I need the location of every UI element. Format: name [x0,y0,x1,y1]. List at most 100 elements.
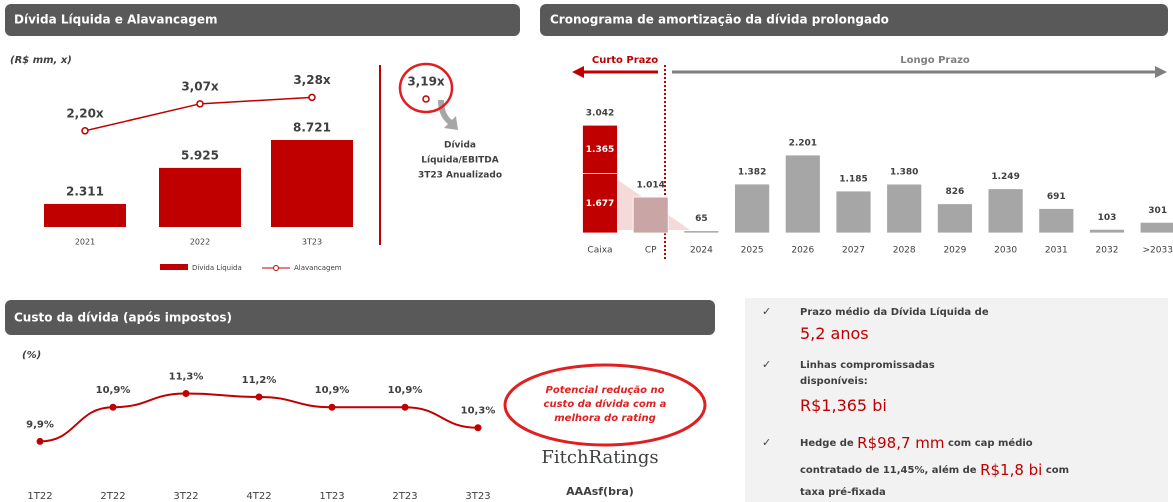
x-tick-label: 3T22 [173,491,198,502]
marker [474,424,482,432]
value-label: 8.721 [293,121,331,135]
bar [835,190,872,234]
value-label: 2.201 [789,139,817,149]
x-tick-label: 3T23 [302,238,322,247]
bullet-line: 5,2 anos [800,324,869,343]
value-label: 1.185 [839,175,867,185]
value-label: 1.677 [586,199,614,209]
arrow [438,100,458,130]
bullet-line: disponíveis: [800,375,868,387]
bar [734,183,770,234]
legend-swatch [160,264,188,270]
value-label: 301 [1148,206,1167,216]
header-bar [540,4,1168,36]
annotation-text: Líquida/EBITDA [421,156,499,166]
x-tick-label: 2032 [1096,246,1119,256]
annotation-text: Dívida [444,141,476,151]
bar [937,203,973,234]
value-label: 10,9% [96,385,131,396]
y-label: (%) [22,350,41,361]
bullet-text: Prazo médio da Dívida Líquida de [800,306,989,318]
long-term-label: Longo Prazo [900,55,970,66]
value-label: 3,28x [293,73,331,87]
bar [1038,208,1075,234]
value-label: 10,3% [461,406,496,417]
marker [81,127,89,135]
value-label: 11,3% [169,372,204,383]
bar [1089,228,1125,234]
value-label: 2,20x [66,106,104,120]
annotation-text: Potencial redução no [546,385,665,396]
value-label: 11,2% [242,375,277,386]
marker [255,393,263,401]
marker [308,93,316,102]
callout [503,363,707,447]
marker [401,403,409,411]
marker [328,403,336,411]
rating-agency: FitchRatings [541,447,658,468]
value-label: 1.380 [890,168,918,178]
bullet-text: com cap médio [945,437,1033,449]
value-label: 65 [695,214,708,224]
bar [271,140,353,227]
bullet-text: com [1042,465,1069,476]
value-label: 2.311 [66,184,104,198]
legend-label: Dívida Líquida [192,264,242,272]
marker [36,437,44,445]
bullet-box [745,298,1168,502]
check: ✓ [762,305,771,318]
panel-title: Custo da dívida (após impostos) [14,311,232,325]
bar [582,124,618,174]
panel-title: Dívida Líquida e Alavancagem [14,13,217,27]
bullet-text: taxa pré-fixada [800,486,886,498]
x-tick-label: 1T22 [27,491,52,502]
value-label: 1.249 [991,172,1019,182]
x-tick-label: 4T22 [246,491,271,502]
highlight: 5,2 anos [800,324,869,343]
value-label: 10,9% [315,385,350,396]
x-tick-label: 2024 [690,246,713,256]
check: ✓ [762,358,771,371]
bar [683,230,720,234]
bullet-line: Prazo médio da Dívida Líquida de [800,306,989,318]
bullet-line: Linhas compromissadas [800,360,935,371]
bullet-text: Hedge de [800,438,857,449]
value-label: 1.365 [586,145,614,155]
marker [109,403,117,411]
bar [632,196,669,234]
bullet-line: taxa pré-fixada [800,486,886,498]
bar [784,154,821,234]
x-tick-label: 1T23 [319,491,344,502]
bullet-text: disponíveis: [800,375,868,387]
value-label: 103 [1098,213,1117,223]
bar [1139,221,1173,234]
value-label: 826 [946,187,965,197]
x-tick-label: 2022 [190,238,210,247]
short-term-label: Curto Prazo [592,55,658,66]
value-label: 691 [1047,192,1066,202]
header-bar [5,4,520,36]
highlight: R$1,365 bi [800,396,887,415]
value-label: 1.382 [738,168,766,178]
x-tick-label: >2033 [1142,246,1172,256]
bullet-line: Hedge de R$98,7 mm com cap médio [800,434,1033,452]
x-tick-label: 2T22 [100,491,125,502]
value-label: 1.014 [636,181,664,191]
subtitle: (R$ mm, x) [10,55,72,66]
bullet-text: contratado de 11,45%, além de [800,464,980,476]
header-bar [5,300,715,335]
line [39,392,479,443]
rating: AAAsf(bra) [566,485,634,498]
panel-title: Cronograma de amortização da dívida prol… [550,13,889,27]
marker [182,390,190,398]
bullet-text: Linhas compromissadas [800,360,935,371]
highlight: R$1,8 bi [980,461,1042,479]
marker [196,100,204,108]
x-tick-label: 2030 [994,246,1017,256]
bar [987,188,1024,234]
bar [159,167,241,227]
x-tick-label: Caixa [587,246,612,256]
legend-marker [273,265,279,271]
x-tick-label: 2021 [75,238,95,247]
